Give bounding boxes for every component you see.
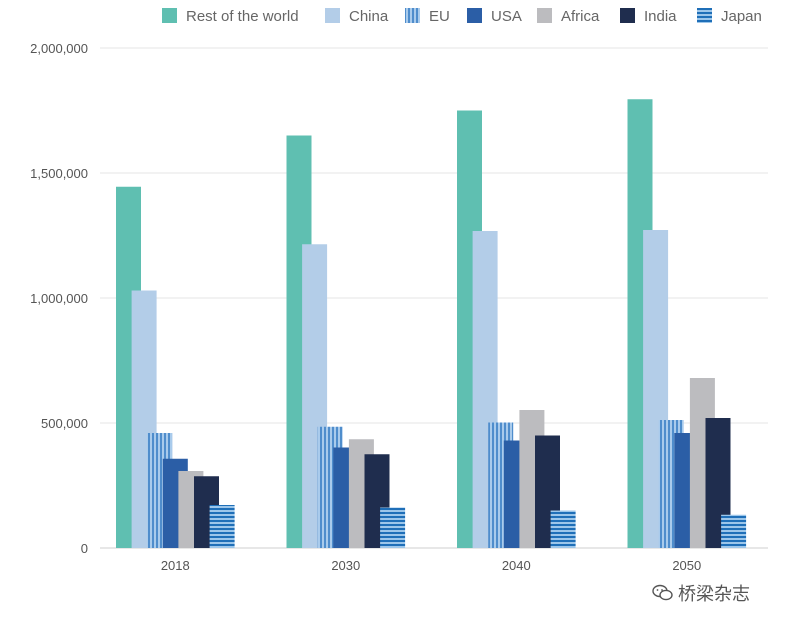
x-axis: 2018 2030 2040 2050 — [161, 558, 701, 573]
legend-swatch — [620, 8, 635, 23]
y-tick-label: 1,000,000 — [30, 291, 88, 306]
y-tick-label: 500,000 — [41, 416, 88, 431]
legend-swatch — [325, 8, 340, 23]
watermark-text: 桥梁杂志 — [678, 584, 750, 605]
bar-japan-2040 — [550, 510, 576, 548]
legend-label: Africa — [561, 8, 600, 25]
bars — [116, 99, 747, 548]
bar-japan-2030 — [380, 507, 406, 548]
x-tick-label: 2030 — [331, 558, 360, 573]
legend-label: Japan — [721, 8, 762, 25]
legend-label: India — [644, 8, 677, 25]
legend-label: Rest of the world — [186, 8, 299, 25]
legend-swatch — [697, 8, 712, 23]
legend-swatch — [162, 8, 177, 23]
legend-swatch — [405, 8, 420, 23]
y-tick-label: 0 — [81, 541, 88, 556]
legend-label: USA — [491, 8, 522, 25]
bar-japan-2018 — [209, 505, 235, 548]
legend-label: EU — [429, 8, 450, 25]
x-tick-label: 2050 — [672, 558, 701, 573]
y-tick-label: 1,500,000 — [30, 166, 88, 181]
x-tick-label: 2018 — [161, 558, 190, 573]
legend-label: China — [349, 8, 389, 25]
watermark: 桥梁杂志 — [652, 580, 750, 606]
bar-japan-2050 — [721, 514, 747, 548]
legend-swatch — [467, 8, 482, 23]
legend: Rest of the world China EU USA Africa India Ja… — [162, 8, 762, 25]
x-tick-label: 2040 — [502, 558, 531, 573]
y-tick-label: 2,000,000 — [30, 41, 88, 56]
legend-swatch — [537, 8, 552, 23]
y-axis: 0 500,000 1,000,000 1,500,000 2,000,000 — [30, 41, 88, 556]
wechat-icon — [652, 584, 673, 601]
